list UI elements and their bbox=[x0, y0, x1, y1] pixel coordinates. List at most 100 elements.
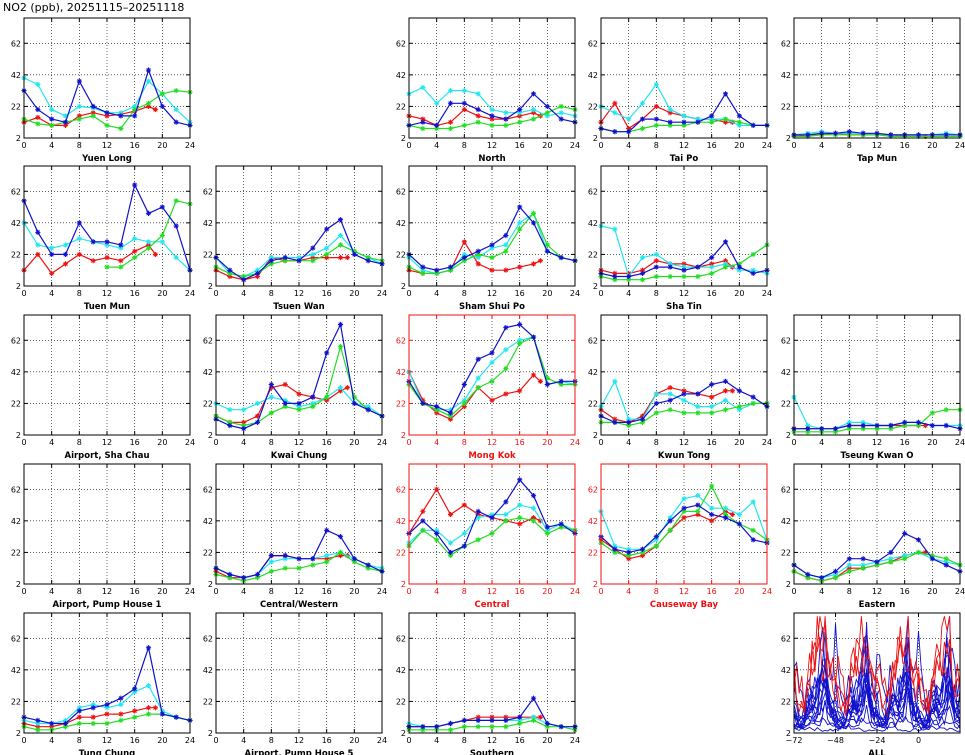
data-point-red bbox=[681, 515, 687, 521]
data-point-cyan bbox=[76, 236, 82, 242]
y-tick-label: 2 bbox=[786, 134, 791, 143]
data-point-blue bbox=[90, 239, 96, 245]
data-point-green bbox=[118, 717, 124, 723]
x-tick-label: 24 bbox=[185, 141, 195, 150]
data-point-green bbox=[888, 426, 894, 432]
data-point-cyan bbox=[227, 407, 233, 413]
data-point-blue bbox=[282, 400, 288, 407]
x-tick-label: 24 bbox=[570, 289, 580, 298]
x-tick-label: 16 bbox=[900, 587, 910, 596]
data-point-red bbox=[722, 388, 729, 394]
data-point-green bbox=[681, 122, 687, 128]
data-point-blue bbox=[145, 210, 152, 216]
data-point-blue bbox=[461, 381, 467, 388]
data-point-blue bbox=[750, 122, 756, 128]
data-point-cyan bbox=[626, 416, 632, 422]
data-point-blue bbox=[612, 129, 618, 135]
data-point-green bbox=[351, 248, 357, 254]
all-trace bbox=[793, 616, 961, 713]
x-tick-label: 12 bbox=[487, 438, 497, 447]
y-tick-label: 42 bbox=[396, 666, 406, 675]
data-point-green bbox=[282, 258, 288, 264]
x-tick-label: 16 bbox=[322, 438, 332, 447]
y-tick-label: 22 bbox=[588, 399, 598, 408]
data-point-green bbox=[626, 552, 632, 559]
data-point-red bbox=[729, 388, 736, 394]
data-point-red bbox=[337, 388, 344, 394]
data-point-blue bbox=[461, 100, 467, 106]
data-point-cyan bbox=[447, 540, 454, 546]
data-point-cyan bbox=[503, 242, 509, 248]
data-point-red bbox=[324, 254, 330, 261]
data-point-green bbox=[461, 400, 467, 407]
x-tick-label: 8 bbox=[269, 289, 274, 298]
data-point-red bbox=[227, 273, 233, 280]
data-point-green bbox=[639, 277, 646, 283]
x-tick-label: 24 bbox=[955, 141, 965, 150]
data-point-cyan bbox=[296, 254, 302, 261]
x-tick-label: 16 bbox=[900, 438, 910, 447]
data-point-blue bbox=[159, 204, 165, 210]
data-point-blue bbox=[35, 229, 41, 235]
data-point-green bbox=[915, 422, 922, 429]
data-point-red bbox=[503, 714, 509, 720]
data-point-red bbox=[461, 106, 467, 113]
data-point-cyan bbox=[461, 530, 467, 537]
x-tick-label: 0 bbox=[213, 587, 218, 596]
data-point-green bbox=[118, 264, 124, 270]
data-point-red bbox=[475, 511, 481, 518]
data-point-red bbox=[612, 416, 618, 422]
data-point-green bbox=[241, 422, 247, 429]
data-point-cyan bbox=[489, 245, 495, 251]
data-point-blue bbox=[227, 422, 233, 429]
data-point-blue bbox=[489, 717, 495, 723]
data-point-green bbox=[709, 270, 715, 276]
data-point-red bbox=[324, 397, 330, 403]
x-tick-label: 20 bbox=[927, 587, 937, 596]
y-tick-label: 62 bbox=[396, 485, 406, 494]
data-point-blue bbox=[544, 248, 550, 254]
data-point-blue bbox=[420, 400, 426, 407]
data-point-blue bbox=[351, 400, 357, 407]
x-tick-label: 12 bbox=[102, 438, 112, 447]
data-point-blue bbox=[929, 556, 935, 562]
data-point-blue bbox=[365, 258, 371, 264]
data-point-cyan bbox=[517, 502, 523, 508]
y-tick-label: 2 bbox=[16, 729, 21, 738]
y-tick-label: 2 bbox=[401, 580, 406, 589]
data-point-red bbox=[152, 705, 159, 711]
x-tick-label: 4 bbox=[434, 289, 439, 298]
data-point-blue bbox=[434, 530, 440, 537]
x-tick-label: 24 bbox=[377, 289, 387, 298]
data-point-green bbox=[104, 122, 110, 128]
y-tick-label: 62 bbox=[396, 39, 406, 48]
x-tick-label: 0 bbox=[406, 141, 411, 150]
data-point-blue bbox=[888, 422, 894, 429]
data-point-cyan bbox=[805, 422, 811, 429]
data-point-blue bbox=[915, 132, 922, 138]
data-point-green bbox=[612, 277, 618, 283]
data-point-green bbox=[351, 559, 357, 565]
y-tick-label: 2 bbox=[401, 729, 406, 738]
data-point-cyan bbox=[653, 391, 659, 397]
station-label: Kwai Chung bbox=[271, 451, 328, 461]
data-point-red bbox=[530, 372, 537, 378]
data-point-cyan bbox=[447, 88, 454, 94]
y-tick-label: 62 bbox=[11, 187, 21, 196]
data-point-red bbox=[695, 511, 701, 518]
data-point-blue bbox=[943, 422, 949, 429]
data-point-green bbox=[517, 515, 523, 521]
data-point-blue bbox=[902, 530, 908, 537]
data-point-blue bbox=[612, 419, 618, 425]
data-point-blue bbox=[241, 575, 247, 581]
grid-lines bbox=[409, 315, 575, 435]
data-point-red bbox=[517, 113, 523, 119]
x-tick-label: 4 bbox=[434, 736, 439, 745]
x-tick-label: 16 bbox=[515, 289, 525, 298]
y-tick-label: 22 bbox=[11, 250, 21, 259]
